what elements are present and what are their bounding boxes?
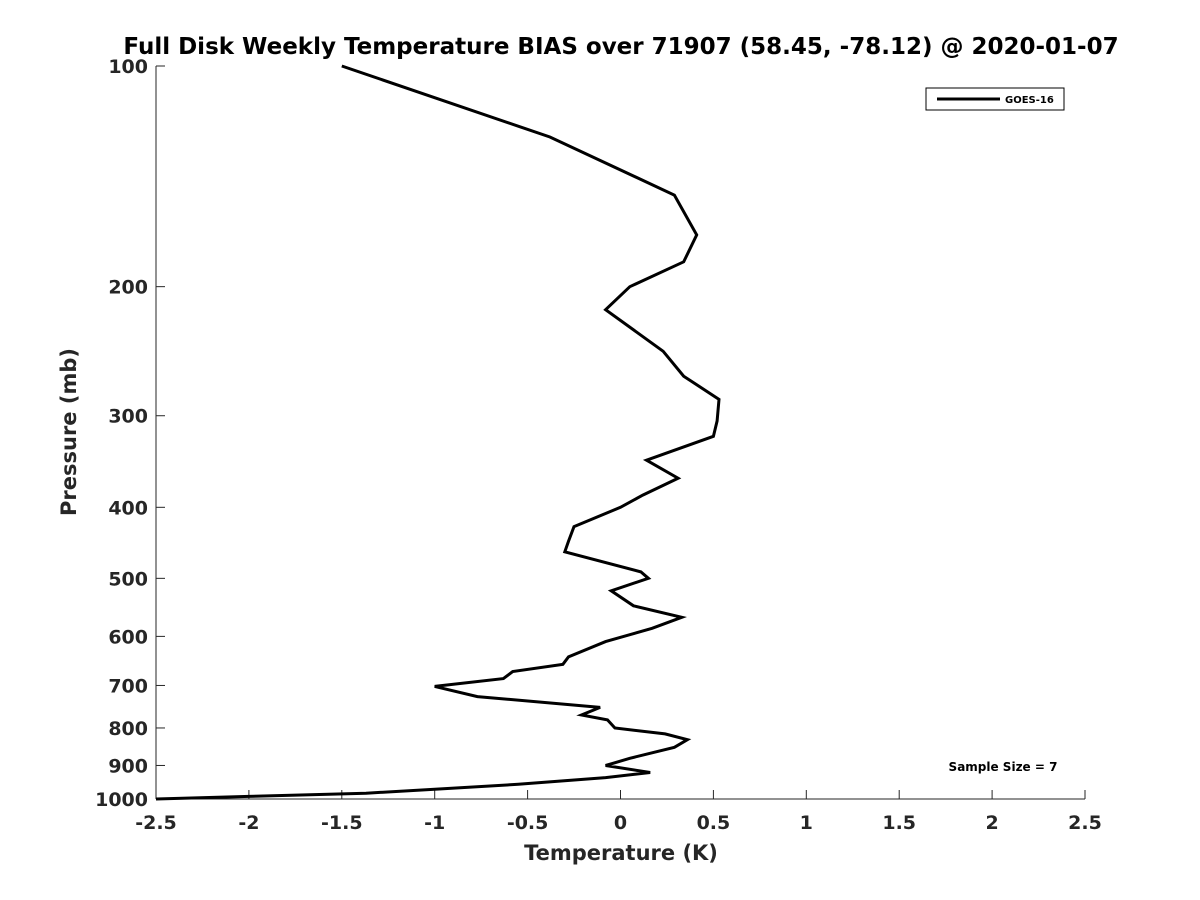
y-tick-label: 900: [108, 755, 148, 777]
x-tick-label: 0.5: [697, 812, 731, 834]
y-tick-label: 100: [108, 56, 148, 78]
x-tick-label: -2: [238, 812, 259, 834]
y-tick-label: 600: [108, 626, 148, 648]
chart-title: Full Disk Weekly Temperature BIAS over 7…: [123, 34, 1118, 60]
x-tick-label: 2: [985, 812, 998, 834]
x-tick-label: 1: [800, 812, 813, 834]
x-axis-ticks: -2.5 -2 -1.5 -1 -0.5 0 0.5 1 1.5 2 2.5: [135, 790, 1102, 834]
y-axis-label: Pressure (mb): [57, 348, 81, 516]
y-tick-label: 1000: [95, 789, 148, 811]
y-tick-label: 700: [108, 675, 148, 697]
sample-size-annotation: Sample Size = 7: [949, 760, 1058, 774]
plot-frame: [155, 66, 1085, 800]
x-tick-label: -1.5: [321, 812, 363, 834]
y-axis-ticks: 100 200 300 400 500 600 700 800 900 1000: [95, 56, 165, 811]
x-tick-label: 1.5: [882, 812, 916, 834]
y-tick-label: 300: [108, 406, 148, 428]
y-tick-label: 200: [108, 277, 148, 299]
x-tick-label: 2.5: [1068, 812, 1102, 834]
legend-entry-goes-16: GOES-16: [1005, 95, 1054, 106]
x-tick-label: -0.5: [507, 812, 549, 834]
y-tick-label: 400: [108, 497, 148, 519]
x-tick-label: 0: [614, 812, 627, 834]
x-tick-label: -1: [424, 812, 445, 834]
legend: GOES-16: [925, 87, 1065, 111]
series-line-goes-16: [155, 64, 721, 801]
x-tick-label: -2.5: [135, 812, 177, 834]
series-layer: [155, 64, 721, 801]
y-tick-label: 800: [108, 718, 148, 740]
y-tick-label: 500: [108, 568, 148, 590]
x-axis-label: Temperature (K): [524, 841, 718, 865]
